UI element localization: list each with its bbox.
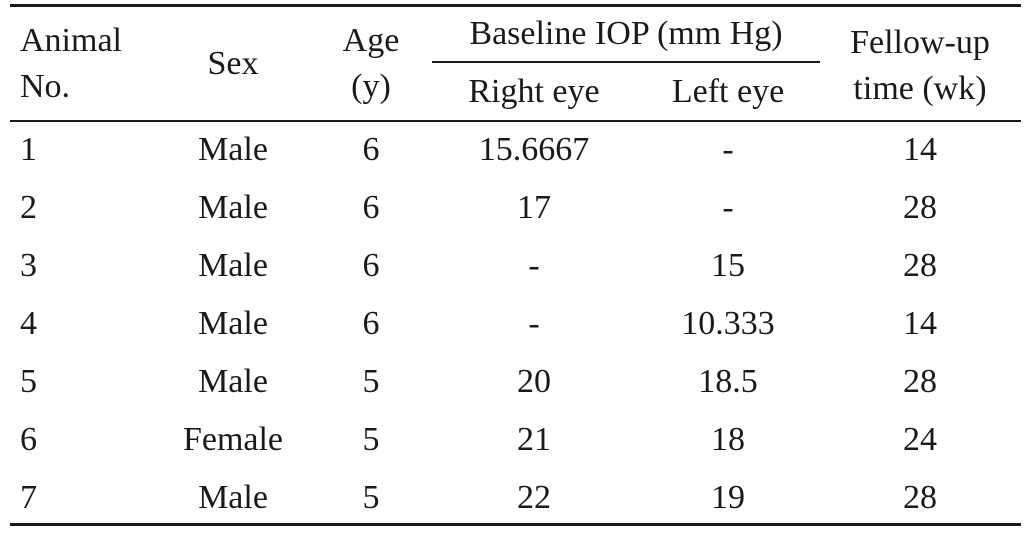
cell-right-eye: 20	[517, 363, 551, 400]
header-animal-no: Animal No.	[20, 18, 122, 110]
table-body: 1 Male 6 15.6667 - 14 2 Male 6 17 - 28 3…	[0, 130, 1031, 520]
header-animal-line2: No.	[20, 68, 71, 105]
table-row: 7 Male 5 22 19 28	[0, 478, 1031, 536]
header-sex: Sex	[207, 45, 259, 82]
cell-sex: Male	[198, 479, 268, 516]
table-row: 4 Male 6 - 10.333 14	[0, 304, 1031, 362]
cell-sex: Male	[198, 189, 268, 226]
header-right-eye: Right eye	[468, 73, 600, 110]
cell-sex: Female	[182, 421, 284, 458]
cell-followup: 14	[903, 305, 937, 342]
cell-age: 6	[362, 131, 380, 168]
header-age-line2: (y)	[351, 68, 391, 105]
cell-animal-no: 5	[20, 363, 37, 400]
cell-animal-no: 1	[20, 131, 37, 168]
cell-right-eye: -	[528, 247, 540, 284]
cell-right-eye: 17	[517, 189, 551, 226]
cell-followup: 14	[903, 131, 937, 168]
cell-animal-no: 2	[20, 189, 37, 226]
cell-age: 6	[362, 247, 380, 284]
cell-followup: 28	[903, 247, 937, 284]
cell-left-eye: 19	[711, 479, 745, 516]
header-age-line1: Age	[342, 22, 400, 59]
header-iop-underline	[432, 61, 820, 63]
cell-animal-no: 7	[20, 479, 37, 516]
cell-followup: 28	[903, 363, 937, 400]
cell-age: 5	[362, 363, 380, 400]
header-animal-line1: Animal	[20, 22, 122, 59]
cell-age: 6	[362, 189, 380, 226]
cell-right-eye: -	[528, 305, 540, 342]
header-left-eye: Left eye	[671, 73, 785, 110]
cell-left-eye: 15	[711, 247, 745, 284]
table-row: 1 Male 6 15.6667 - 14	[0, 130, 1031, 188]
cell-age: 5	[362, 479, 380, 516]
cell-animal-no: 3	[20, 247, 37, 284]
header-followup-time: Fellow-up time (wk)	[830, 20, 1010, 112]
cell-right-eye: 22	[517, 479, 551, 516]
cell-left-eye: -	[722, 189, 734, 226]
cell-animal-no: 4	[20, 305, 37, 342]
cell-followup: 24	[903, 421, 937, 458]
table-row: 3 Male 6 - 15 28	[0, 246, 1031, 304]
cell-followup: 28	[903, 189, 937, 226]
cell-sex: Male	[198, 305, 268, 342]
cell-right-eye: 15.6667	[478, 131, 590, 168]
cell-followup: 28	[903, 479, 937, 516]
cell-left-eye: 10.333	[681, 305, 775, 342]
table-bottom-rule	[10, 523, 1021, 526]
cell-sex: Male	[198, 363, 268, 400]
header-followup-line1: Fellow-up	[850, 24, 990, 61]
table-row: 6 Female 5 21 18 24	[0, 420, 1031, 478]
header-followup-line2: time (wk)	[853, 70, 987, 107]
table-header-rule	[10, 120, 1021, 122]
cell-age: 5	[362, 421, 380, 458]
cell-left-eye: -	[722, 131, 734, 168]
table-row: 2 Male 6 17 - 28	[0, 188, 1031, 246]
table-row: 5 Male 5 20 18.5 28	[0, 362, 1031, 420]
header-baseline-iop: Baseline IOP (mm Hg)	[469, 15, 783, 52]
cell-right-eye: 21	[517, 421, 551, 458]
cell-left-eye: 18.5	[698, 363, 758, 400]
header-age: Age (y)	[330, 18, 412, 110]
cell-left-eye: 18	[711, 421, 745, 458]
cell-age: 6	[362, 305, 380, 342]
cell-animal-no: 6	[20, 421, 37, 458]
table-top-rule	[10, 4, 1021, 7]
cell-sex: Male	[198, 247, 268, 284]
cell-sex: Male	[198, 131, 268, 168]
